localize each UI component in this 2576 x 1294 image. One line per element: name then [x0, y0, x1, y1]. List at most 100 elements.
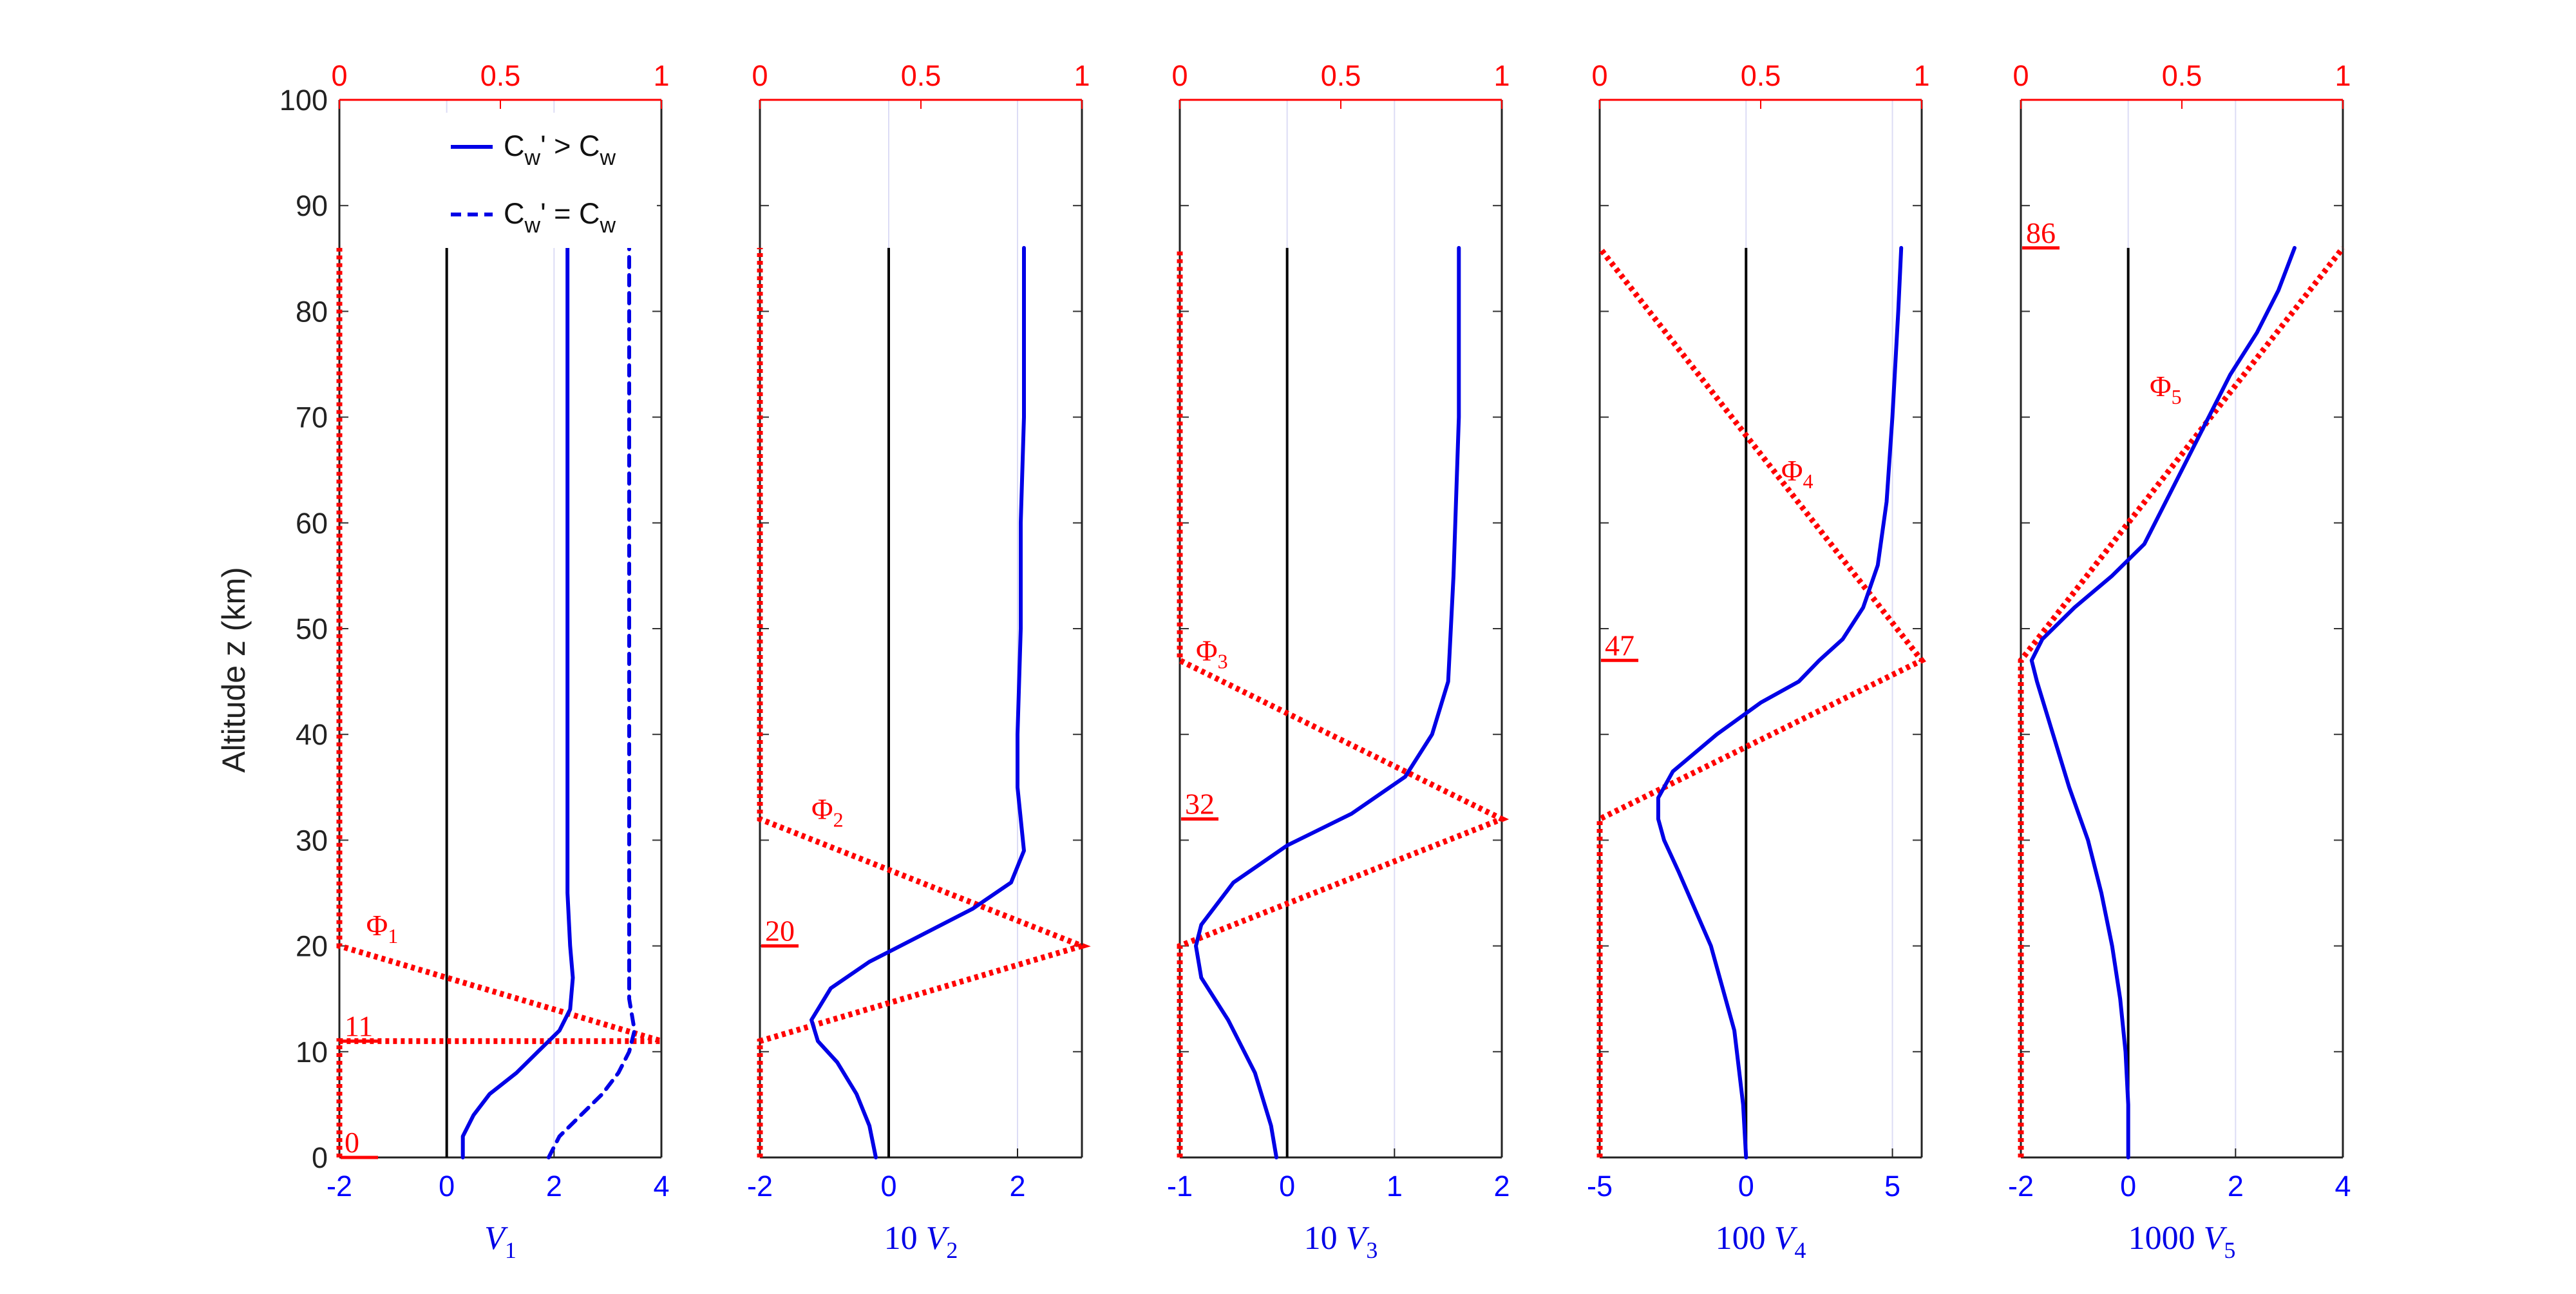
bottom-tick-label: 0: [2120, 1170, 2136, 1203]
top-tick-label: 0: [1591, 59, 1607, 92]
level-label: 86: [2026, 216, 2056, 249]
y-tick-label: 90: [296, 189, 328, 222]
series-line-solid: [1656, 245, 1904, 1159]
top-tick-label: 1: [1913, 59, 1929, 92]
phi-line: [757, 247, 1091, 1157]
x-axis-label-prefix: 100: [1716, 1220, 1774, 1257]
x-axis-label-sub: 1: [505, 1237, 516, 1263]
x-axis-label-var: V: [1346, 1220, 1370, 1257]
legend-solid-label: Cw' > Cw: [504, 129, 616, 170]
phi-label-sub: 1: [388, 924, 398, 947]
x-axis-label: V1: [484, 1220, 516, 1263]
x-axis-label-var: V: [1774, 1220, 1798, 1257]
phi-label: Φ4: [1781, 454, 1814, 493]
top-tick-label: 0.5: [1741, 59, 1781, 92]
bottom-tick-label: 0: [1279, 1170, 1295, 1203]
level-label: 20: [765, 915, 795, 947]
bottom-tick-label: -2: [747, 1170, 773, 1203]
bottom-tick-label: 0: [1738, 1170, 1754, 1203]
y-tick-label: 50: [296, 613, 328, 645]
bottom-tick-label: 1: [1387, 1170, 1403, 1203]
series-line-dashed: [547, 245, 637, 1159]
top-tick-label: 0: [2012, 59, 2029, 92]
bottom-tick-label: 4: [653, 1170, 669, 1203]
phi-line: [1177, 247, 1510, 1157]
phi-label: Φ3: [1196, 634, 1228, 672]
phi-line: [2018, 246, 2345, 1157]
x-axis-label: 1000 V5: [2128, 1220, 2236, 1263]
x-axis-label-sub: 4: [1794, 1237, 1806, 1263]
legend-box: [438, 113, 657, 248]
level-label: 11: [345, 1009, 373, 1042]
top-tick-label: 0.5: [480, 59, 521, 92]
series-line-solid: [460, 245, 575, 1159]
y-tick-label: 100: [279, 84, 328, 117]
phi-label-sub: 2: [833, 808, 844, 832]
bottom-tick-label: -5: [1587, 1170, 1613, 1203]
top-tick-label: 0.5: [2162, 59, 2202, 92]
x-axis-label: 10 V2: [884, 1220, 958, 1263]
phi-label-sub: 3: [1218, 649, 1228, 672]
phi-line: [1596, 246, 1926, 1157]
legend: Cw' > Cw Cw' = Cw: [438, 113, 657, 248]
x-axis-label-sub: 5: [2224, 1237, 2235, 1263]
phi-label: Φ5: [2150, 370, 2182, 408]
phi-label-symbol: Φ: [2150, 370, 2172, 403]
x-axis-label-sub: 2: [946, 1237, 958, 1263]
y-tick-label: 60: [296, 507, 328, 540]
y-tick-labels: 0 10 20 30 40 50 60 70 80 90 100: [279, 84, 328, 1174]
top-tick-label: 1: [2334, 59, 2351, 92]
phi-label-symbol: Φ: [1196, 634, 1218, 667]
phi-label-symbol: Φ: [366, 909, 388, 942]
x-axis-label-var: V: [484, 1220, 508, 1257]
level-label: 0: [345, 1126, 359, 1159]
bottom-tick-label: 2: [2228, 1170, 2244, 1203]
x-axis-label-var: V: [926, 1220, 950, 1257]
phi-label: Φ2: [811, 793, 844, 832]
y-tick-label: 40: [296, 718, 328, 751]
phi-label-sub: 5: [2172, 385, 2182, 408]
top-tick-label: 1: [653, 59, 669, 92]
top-tick-label: 0: [1171, 59, 1188, 92]
bottom-tick-label: 2: [1493, 1170, 1510, 1203]
phi-label-symbol: Φ: [811, 793, 833, 826]
top-tick-label: 1: [1074, 59, 1090, 92]
bottom-tick-label: 2: [546, 1170, 562, 1203]
x-axis-label: 10 V3: [1304, 1220, 1378, 1263]
bottom-tick-label: 0: [439, 1170, 455, 1203]
phi-label: Φ1: [366, 909, 399, 947]
y-tick-label: 20: [296, 930, 328, 963]
bottom-tick-label: -2: [327, 1170, 352, 1203]
bottom-tick-label: -2: [2008, 1170, 2034, 1203]
x-axis-label-prefix: 10: [884, 1220, 926, 1257]
phi-line: [336, 247, 663, 1157]
bottom-tick-label: 0: [880, 1170, 896, 1203]
y-tick-label: 70: [296, 401, 328, 434]
y-tick-label: 10: [296, 1036, 328, 1069]
bottom-tick-label: 5: [1884, 1170, 1900, 1203]
top-tick-label: 0: [752, 59, 768, 92]
top-tick-label: 1: [1493, 59, 1510, 92]
phi-label-symbol: Φ: [1781, 454, 1803, 487]
legend-dashed-label: Cw' = Cw: [504, 197, 616, 238]
phi-label-sub: 4: [1803, 470, 1813, 493]
x-axis-label-var: V: [2204, 1220, 2228, 1257]
bottom-tick-label: 2: [1009, 1170, 1025, 1203]
y-tick-label: 80: [296, 295, 328, 328]
y-axis-label: Altitude z (km): [216, 567, 252, 773]
x-axis-label-prefix: 1000: [2128, 1220, 2204, 1257]
bottom-tick-label: 4: [2334, 1170, 2351, 1203]
top-tick-label: 0.5: [1321, 59, 1361, 92]
x-axis-label: 100 V4: [1716, 1220, 1806, 1263]
level-label: 32: [1185, 788, 1215, 821]
x-axis-label-prefix: 10: [1304, 1220, 1346, 1257]
x-axis-label-sub: 3: [1366, 1237, 1378, 1263]
series-line-solid: [1194, 245, 1461, 1159]
